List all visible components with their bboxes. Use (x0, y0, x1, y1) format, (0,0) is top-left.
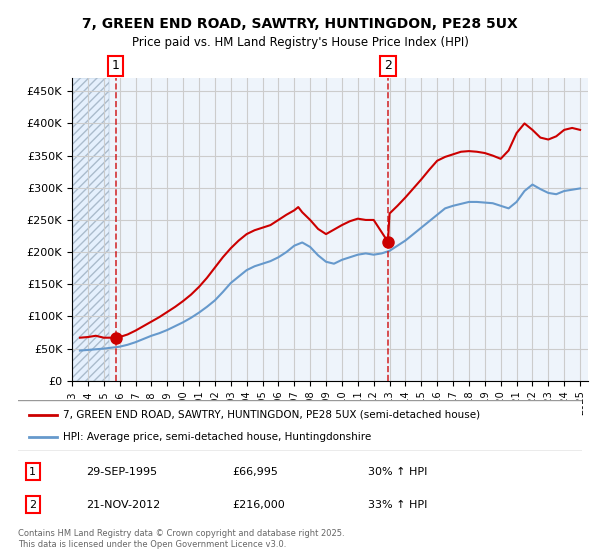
Text: 1: 1 (112, 59, 119, 72)
FancyBboxPatch shape (13, 400, 587, 451)
Text: 2: 2 (29, 500, 37, 510)
Text: 33% ↑ HPI: 33% ↑ HPI (368, 500, 427, 510)
Text: £216,000: £216,000 (232, 500, 285, 510)
Text: 7, GREEN END ROAD, SAWTRY, HUNTINGDON, PE28 5UX: 7, GREEN END ROAD, SAWTRY, HUNTINGDON, P… (82, 17, 518, 31)
Text: 7, GREEN END ROAD, SAWTRY, HUNTINGDON, PE28 5UX (semi-detached house): 7, GREEN END ROAD, SAWTRY, HUNTINGDON, P… (63, 409, 480, 419)
Text: 2: 2 (384, 59, 392, 72)
Text: Price paid vs. HM Land Registry's House Price Index (HPI): Price paid vs. HM Land Registry's House … (131, 36, 469, 49)
Text: 1: 1 (29, 467, 36, 477)
Text: 21-NOV-2012: 21-NOV-2012 (86, 500, 160, 510)
Text: HPI: Average price, semi-detached house, Huntingdonshire: HPI: Average price, semi-detached house,… (63, 432, 371, 442)
Text: £66,995: £66,995 (232, 467, 278, 477)
Text: 30% ↑ HPI: 30% ↑ HPI (368, 467, 427, 477)
Text: 29-SEP-1995: 29-SEP-1995 (86, 467, 157, 477)
Text: Contains HM Land Registry data © Crown copyright and database right 2025.
This d: Contains HM Land Registry data © Crown c… (18, 529, 344, 549)
